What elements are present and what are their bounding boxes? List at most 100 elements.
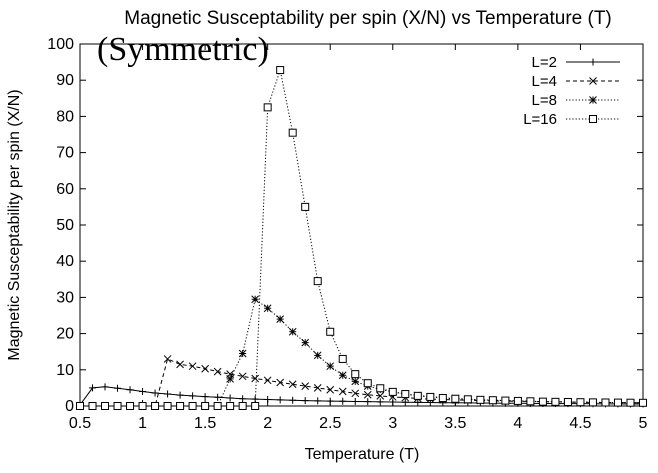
y-tick-label: 40 [56, 253, 74, 270]
data-point-l2 [264, 395, 272, 403]
data-point-l16 [476, 395, 485, 404]
x-tick-label: 4.5 [569, 415, 591, 432]
data-point-l4 [276, 378, 285, 387]
data-point-l16 [426, 392, 435, 401]
data-point-l2 [101, 383, 109, 391]
data-point-l16 [588, 398, 597, 407]
data-point-l8 [251, 295, 260, 304]
data-point-l4 [301, 382, 310, 390]
data-point-l2 [189, 392, 197, 400]
data-point-l16 [226, 402, 235, 410]
data-point-l16 [451, 394, 460, 403]
data-point-l16 [438, 394, 447, 403]
data-point-l4 [288, 380, 297, 389]
data-point-l4 [363, 390, 372, 399]
data-point-l16 [639, 398, 647, 407]
data-point-l16 [338, 354, 347, 363]
data-point-l16 [463, 395, 472, 404]
data-point-l4 [201, 364, 209, 373]
data-point-l16 [376, 384, 385, 393]
x-tick-label: 1 [138, 415, 147, 432]
data-point-l16 [263, 103, 272, 112]
data-point-l4 [263, 376, 272, 385]
data-point-l16 [76, 402, 84, 410]
x-tick-label: 3.5 [444, 415, 466, 432]
data-point-l8 [589, 96, 597, 104]
data-point-l8 [226, 374, 234, 383]
data-point-l8 [276, 315, 285, 323]
data-point-l2 [176, 391, 184, 399]
data-point-l16 [513, 396, 522, 405]
x-tick-label: 2.5 [319, 415, 341, 432]
x-tick-label: 2 [263, 415, 272, 432]
data-point-l16 [288, 128, 297, 137]
data-point-l8 [326, 362, 335, 371]
data-point-l16 [201, 402, 210, 410]
y-tick-label: 20 [56, 326, 74, 343]
data-point-l16 [538, 397, 547, 406]
data-point-l4 [376, 392, 385, 400]
data-point-l2 [326, 397, 334, 405]
y-tick-label: 30 [56, 289, 74, 306]
data-point-l16 [488, 396, 497, 405]
data-point-l2 [89, 384, 97, 392]
data-point-l16 [138, 402, 147, 410]
data-point-l4 [188, 362, 197, 371]
y-tick-label: 70 [56, 145, 74, 162]
data-point-l4 [313, 384, 322, 392]
data-point-l16 [563, 398, 572, 407]
data-point-l16 [551, 397, 560, 406]
data-point-l2 [214, 393, 222, 401]
data-point-l4 [338, 387, 347, 396]
data-point-l16 [151, 402, 160, 410]
x-tick-label: 5 [639, 415, 648, 432]
data-point-l8 [238, 349, 247, 358]
data-point-l16 [401, 390, 410, 399]
data-point-l4 [238, 372, 247, 381]
data-point-l16 [163, 402, 172, 410]
data-point-l2 [226, 394, 234, 402]
series-l8 [76, 295, 647, 410]
data-point-l16 [601, 398, 610, 407]
data-point-l8 [351, 377, 360, 386]
data-point-l4 [213, 367, 222, 376]
data-point-l16 [313, 277, 322, 286]
data-point-l8 [313, 351, 322, 360]
data-point-l4 [163, 355, 172, 363]
data-point-l16 [101, 402, 110, 410]
data-point-l4 [351, 389, 360, 398]
y-tick-label: 50 [56, 217, 74, 234]
legend-label-l16: L=16 [523, 111, 557, 128]
data-point-l16 [238, 402, 247, 410]
data-point-l8 [288, 327, 297, 336]
axes-layer: 0.5 1 1.5 2 2.5 3 3.5 4 4.5 501020304050607080901… [47, 36, 647, 432]
data-point-l2 [389, 398, 397, 406]
data-point-l16 [626, 398, 635, 407]
plot-frame [79, 43, 644, 407]
legend-label-l8: L=8 [532, 92, 557, 109]
x-tick-label: 4 [513, 415, 522, 432]
data-point-l16 [413, 391, 422, 400]
data-point-l2 [139, 388, 147, 396]
data-point-l16 [351, 370, 360, 379]
y-tick-label: 80 [56, 108, 74, 125]
legend-label-l4: L=4 [532, 73, 557, 90]
data-point-l2 [401, 398, 409, 406]
data-point-l16 [613, 398, 622, 407]
y-tick-label: 10 [56, 362, 74, 379]
series-line-l16 [80, 68, 644, 407]
data-point-l2 [351, 397, 359, 405]
data-point-l2 [376, 398, 384, 406]
x-tick-label: 1.5 [194, 415, 216, 432]
data-point-l16 [526, 397, 535, 406]
y-tick-label: 0 [65, 398, 74, 415]
data-point-l2 [164, 390, 172, 398]
data-point-l2 [314, 397, 322, 405]
data-point-l4 [176, 360, 184, 369]
data-point-l2 [151, 389, 159, 397]
data-point-l2 [201, 393, 209, 401]
data-point-l8 [263, 304, 272, 313]
data-point-l2 [301, 397, 309, 405]
data-point-l16 [576, 398, 585, 407]
